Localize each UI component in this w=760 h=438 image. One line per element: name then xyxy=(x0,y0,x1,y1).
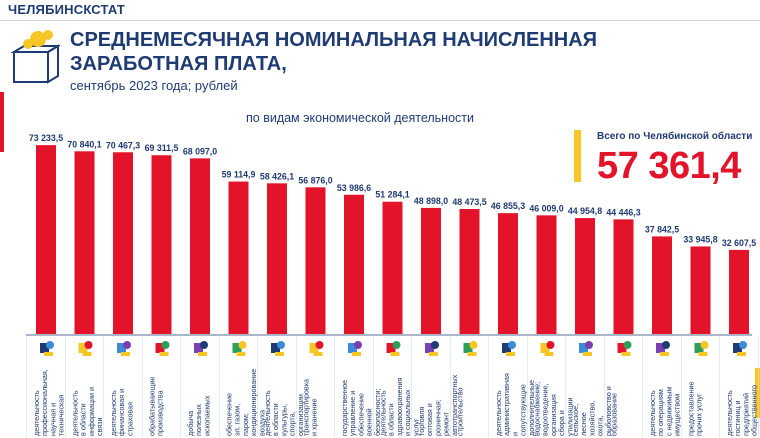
bar-1 xyxy=(36,145,56,334)
bar-18 xyxy=(690,246,711,334)
category-label-12: строительство xyxy=(456,388,465,436)
farm-tools-icon xyxy=(579,341,593,356)
category-label-14: водоснабжение;водоотведение,организацияс… xyxy=(533,382,575,436)
value-label-13: 46 855,3 xyxy=(491,201,525,211)
train-icon xyxy=(309,341,324,356)
category-label-5: добычаполезныхископаемых xyxy=(186,395,211,436)
bar-12 xyxy=(459,208,480,334)
category-label-6: обеспечениеэл. газом,паром;кондициониров… xyxy=(225,369,267,436)
icons-group xyxy=(40,341,747,356)
chart-subtitle: сентябрь 2023 года; рублей xyxy=(70,78,238,93)
category-label-15: сельское,лесноехозяйство,охота,рыболовст… xyxy=(571,386,613,436)
chart-title: СРЕДНЕМЕСЯЧНАЯ НОМИНАЛЬНАЯ НАЧИСЛЕННАЯ З… xyxy=(70,28,630,76)
minerals-icon xyxy=(194,341,208,356)
worker-icon xyxy=(502,341,516,356)
section-label: по видам экономической деятельности xyxy=(246,111,474,125)
value-label-8: 56 876,0 xyxy=(298,175,332,185)
value-label-6: 59 114,9 xyxy=(222,170,256,180)
header-divider xyxy=(0,20,760,21)
shopping-cart-icon xyxy=(425,341,439,356)
value-label-16: 44 446,3 xyxy=(606,207,640,217)
category-label-18: предоставлениепрочих услуг xyxy=(687,381,704,436)
value-label-14: 46 009,0 xyxy=(529,203,563,213)
bar-14 xyxy=(536,215,557,334)
value-label-2: 70 840,1 xyxy=(67,139,101,149)
bar-7 xyxy=(267,183,287,334)
value-label-15: 44 954,8 xyxy=(568,206,602,216)
bar-2 xyxy=(74,151,95,334)
category-label-10: деятельностьв областиздравоохраненияи со… xyxy=(379,377,421,436)
category-label-1: деятельностьпрофессиональная,научная ите… xyxy=(32,369,66,436)
stethoscope-icon xyxy=(386,341,401,356)
bar-13 xyxy=(498,213,518,334)
graduation-cap-icon xyxy=(617,341,632,356)
value-label-4: 69 311,5 xyxy=(145,143,179,153)
bars-group xyxy=(26,145,759,438)
brick-wall-icon xyxy=(463,341,478,356)
bar-16 xyxy=(613,219,634,334)
microscope-icon xyxy=(40,341,54,356)
category-label-9: государственноеуправление иобеспечениево… xyxy=(340,380,382,436)
total-value: 57 361,4 xyxy=(597,145,741,187)
hammer-icon xyxy=(155,341,170,356)
book-icon xyxy=(271,341,285,356)
bar-9 xyxy=(344,194,364,334)
value-label-9: 53 986,6 xyxy=(337,183,371,193)
bar-15 xyxy=(575,218,595,334)
tank-icon xyxy=(348,341,362,356)
value-label-7: 58 426,1 xyxy=(260,171,294,181)
service-person-icon xyxy=(694,341,709,356)
value-label-12: 48 473,5 xyxy=(452,197,486,207)
bar-8 xyxy=(305,187,326,334)
document-money-icon xyxy=(117,341,131,356)
value-label-1: 73 233,5 xyxy=(29,133,63,143)
newspaper-icon xyxy=(78,341,93,356)
title-line-2: ЗАРАБОТНАЯ ПЛАТА, xyxy=(70,53,287,75)
title-line-1: СРЕДНЕМЕСЯЧНАЯ НОМИНАЛЬНАЯ НАЧИСЛЕННАЯ xyxy=(70,29,598,51)
category-label-8: транспортировкаи хранение xyxy=(302,379,319,436)
lamp-icon xyxy=(232,341,247,356)
category-label-7: деятельностьв областикультуры,спорта,орг… xyxy=(263,390,305,436)
bar-4 xyxy=(151,155,172,334)
coin-box-icon xyxy=(10,30,60,84)
bar-6 xyxy=(228,181,249,334)
category-label-17: деятельностьпо операциямс недвижимымимущ… xyxy=(648,387,682,436)
category-label-13: деятельностьадминистративнаяисопутствующ… xyxy=(494,373,536,436)
value-label-3: 70 467,3 xyxy=(106,140,140,150)
category-label-19: деятельностьгостиниц ипредприятийобществ… xyxy=(725,385,760,436)
category-label-3: деятельностьфинансовая истраховая xyxy=(109,389,134,436)
labels-group: 73 233,5 деятельностьпрофессиональная,нау… xyxy=(29,133,760,436)
left-accent-bar xyxy=(0,92,4,152)
brand-logo-text: ЧЕЛЯБИНСКСТАТ xyxy=(8,2,125,17)
cup-icon xyxy=(733,341,747,356)
value-label-10: 51 284,1 xyxy=(375,190,409,200)
bar-10 xyxy=(382,201,403,334)
category-label-11: торговляоптовая ирозничная;ремонтавтотра… xyxy=(417,374,459,436)
total-accent-bar xyxy=(574,130,581,182)
category-label-4: обрабатывающиепроизводства xyxy=(148,377,165,436)
bar-19 xyxy=(729,249,749,334)
category-label-16: образование xyxy=(610,393,619,436)
category-label-2: деятельностьв областиинформации исвязи xyxy=(71,387,105,436)
bar-3 xyxy=(113,152,133,334)
water-pipe-icon xyxy=(540,341,555,356)
bar-5 xyxy=(190,158,210,334)
total-label: Всего по Челябинской области xyxy=(597,131,753,142)
bar-11 xyxy=(421,207,441,334)
bar-17 xyxy=(652,236,672,334)
value-label-18: 33 945,8 xyxy=(683,234,717,244)
house-icon xyxy=(656,341,670,356)
value-label-19: 32 607,5 xyxy=(722,238,756,248)
value-label-5: 68 097,0 xyxy=(183,146,217,156)
value-label-17: 37 842,5 xyxy=(645,224,679,234)
value-label-11: 48 898,0 xyxy=(414,196,448,206)
right-accent-bar xyxy=(755,368,760,418)
